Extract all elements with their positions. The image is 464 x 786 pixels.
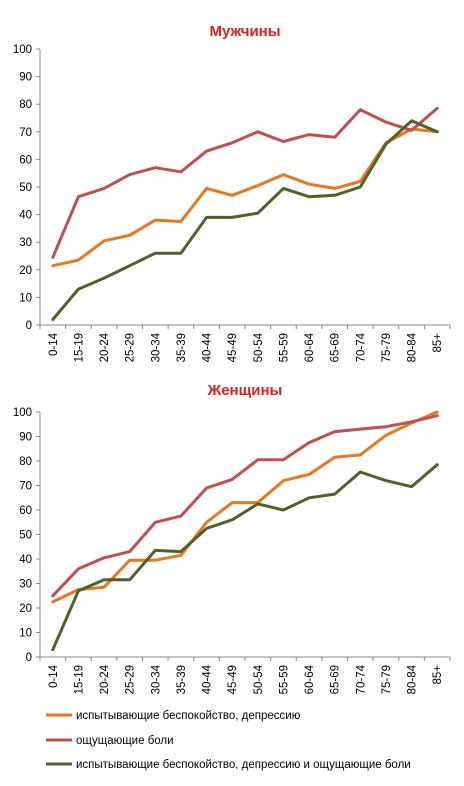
chart-title: Мужчины: [209, 23, 280, 40]
y-tick-label: 30: [19, 237, 32, 249]
series-line-2: [51, 106, 439, 259]
series-line-1: [51, 410, 439, 604]
series-line-3: [51, 119, 439, 321]
y-tick-label: 90: [19, 72, 32, 84]
y-tick-label: 70: [19, 481, 32, 493]
x-tick-label: 25-29: [125, 333, 137, 362]
y-tick-label: 10: [19, 292, 32, 304]
x-tick-label: 35-39: [176, 665, 188, 694]
x-tick-label: 80-84: [407, 664, 419, 694]
y-tick-label: 40: [19, 210, 32, 222]
y-tick-label: 70: [19, 127, 32, 139]
y-tick-label: 100: [13, 44, 32, 56]
x-tick-label: 55-59: [278, 333, 290, 362]
x-tick-label: 15-19: [73, 333, 85, 362]
x-tick-label: 55-59: [278, 665, 290, 694]
x-tick-label: 65-69: [330, 333, 342, 362]
x-tick-label: 25-29: [125, 665, 137, 694]
x-tick-label: 30-34: [150, 664, 162, 694]
y-tick-label: 30: [19, 579, 32, 591]
y-tick-label: 100: [13, 407, 32, 419]
x-tick-label: 75-79: [381, 665, 393, 694]
y-tick-label: 90: [19, 432, 32, 444]
x-tick-label: 45-49: [227, 665, 239, 694]
chart-women: Женщины 0 10 20 30 40 50 60 70 80 90 100 0-14 15-19 20…: [13, 382, 451, 694]
x-tick-label: 50-54: [253, 664, 265, 694]
series-line-3: [51, 463, 439, 652]
x-tick-label: 40-44: [202, 332, 214, 362]
y-tick-label: 0: [26, 320, 32, 332]
y-tick-label: 60: [19, 505, 32, 517]
series-line-2: [51, 414, 439, 598]
y-tick-label: 60: [19, 154, 32, 166]
x-tick-label: 40-44: [202, 664, 214, 694]
y-tick-label: 80: [19, 99, 32, 111]
x-tick-label: 50-54: [253, 332, 265, 362]
x-tick-label: 15-19: [73, 665, 85, 694]
x-tick-label: 20-24: [99, 332, 111, 362]
x-tick-label: 45-49: [227, 333, 239, 362]
x-tick-label: 0-14: [48, 664, 60, 688]
chart-title: Женщины: [207, 382, 283, 399]
x-tick-label: 80-84: [407, 332, 419, 362]
x-tick-label: 70-74: [355, 664, 367, 694]
x-tick-label: 75-79: [381, 333, 393, 362]
x-tick-label: 85+: [432, 665, 444, 685]
legend: испытывающие беспокойство, депрессию ощу…: [46, 710, 411, 771]
x-tick-label: 60-64: [304, 332, 316, 362]
y-tick-label: 50: [19, 530, 32, 542]
x-tick-label: 65-69: [330, 665, 342, 694]
chart-men: Мужчины 0 10 20 30 40 50 60 70 80 90 100 0-14 15-19 20…: [13, 23, 451, 362]
x-tick-label: 35-39: [176, 333, 188, 362]
y-tick-label: 50: [19, 182, 32, 194]
y-tick-label: 80: [19, 456, 32, 468]
y-tick-label: 10: [19, 628, 32, 640]
x-tick-label: 60-64: [304, 664, 316, 694]
y-tick-label: 40: [19, 554, 32, 566]
legend-label-both: испытывающие беспокойство, депрессию и о…: [76, 759, 411, 771]
x-tick-label: 70-74: [355, 332, 367, 362]
x-tick-label: 0-14: [48, 332, 60, 356]
y-tick-label: 20: [19, 265, 32, 277]
x-tick-label: 30-34: [150, 332, 162, 362]
y-tick-label: 20: [19, 603, 32, 615]
y-tick-label: 0: [26, 652, 32, 664]
legend-label-pain: ощущающие боли: [76, 735, 174, 747]
x-tick-label: 85+: [432, 333, 444, 353]
x-tick-label: 20-24: [99, 664, 111, 694]
legend-label-anxiety: испытывающие беспокойство, депрессию: [76, 710, 301, 722]
series-line-1: [51, 127, 439, 268]
